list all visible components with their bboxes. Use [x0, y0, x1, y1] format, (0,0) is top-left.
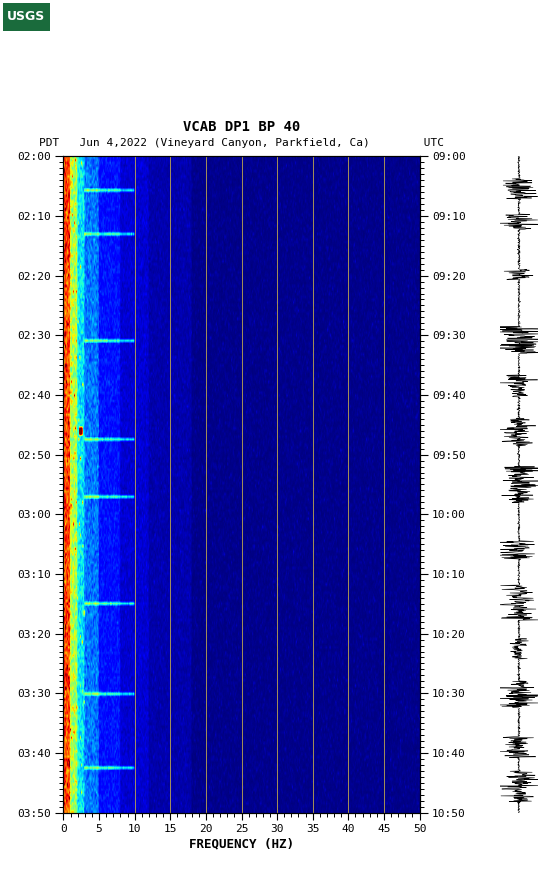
Text: PDT   Jun 4,2022 (Vineyard Canyon, Parkfield, Ca)        UTC: PDT Jun 4,2022 (Vineyard Canyon, Parkfie… — [39, 138, 444, 148]
Text: VCAB DP1 BP 40: VCAB DP1 BP 40 — [183, 120, 300, 134]
X-axis label: FREQUENCY (HZ): FREQUENCY (HZ) — [189, 838, 294, 851]
Text: USGS: USGS — [7, 11, 45, 23]
